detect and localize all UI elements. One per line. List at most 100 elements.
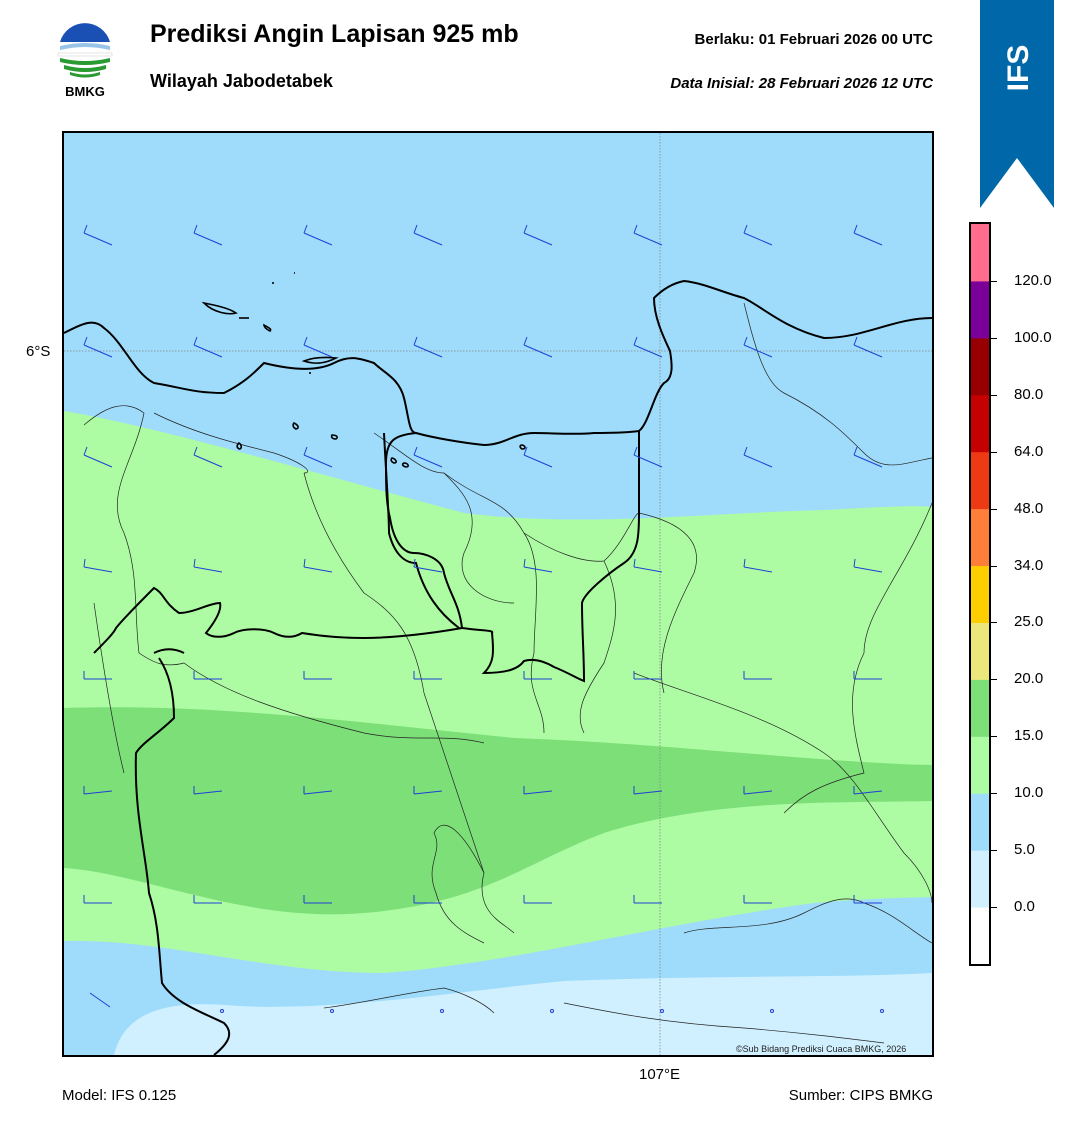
colorbar-tick: [991, 793, 997, 795]
initial-data-label: Data Inisial: 28 Februari 2026 12 UTC: [670, 75, 933, 92]
colorbar-tick-label: 25.0: [1014, 613, 1044, 631]
model-label: Model: IFS 0.125: [62, 1087, 177, 1104]
colorbar-tick: [991, 850, 997, 852]
wind-barb: [83, 895, 112, 904]
colorbar-tick-label: 10.0: [1014, 784, 1044, 802]
wind-barb: [83, 671, 112, 680]
wind-barbs: [83, 224, 884, 1013]
colorbar-segment: [971, 224, 989, 282]
wind-barb: [193, 895, 222, 904]
source-label: Sumber: CIPS BMKG: [788, 1087, 933, 1104]
colorbar-segment: [971, 451, 989, 510]
colorbar-tick: [991, 736, 997, 738]
colorbar-segment: [971, 508, 989, 567]
band-15-20: [64, 707, 932, 915]
colorbar-tick: [991, 565, 997, 567]
wind-barb: [89, 992, 111, 1008]
colorbar-tick-label: 48.0: [1014, 499, 1044, 517]
wind-barb: [303, 336, 333, 358]
wind-barb: [303, 558, 333, 573]
wind-barb: [413, 895, 442, 904]
wind-barb: [193, 336, 223, 358]
wind-map: [62, 131, 934, 1057]
wind-barb: [83, 224, 113, 246]
calm-wind-marker: [880, 1009, 884, 1013]
colorbar-tick: [991, 280, 997, 282]
wind-barb: [853, 786, 883, 795]
valid-time-label: Berlaku: 01 Februari 2026 00 UTC: [694, 31, 933, 48]
longitude-label: 107°E: [639, 1066, 681, 1083]
colorbar-segment: [971, 394, 989, 453]
wind-barb: [83, 446, 113, 468]
wind-barb: [523, 336, 553, 358]
wind-barb: [523, 786, 553, 795]
wind-barb: [413, 558, 443, 573]
wind-barb: [303, 224, 333, 246]
colorbar-tick-label: 15.0: [1014, 727, 1044, 745]
wind-barb: [633, 786, 663, 795]
wind-barb: [743, 446, 773, 468]
colorbar-segment: [971, 736, 989, 794]
calm-wind-marker: [330, 1009, 334, 1013]
coastline: [64, 279, 932, 1055]
wind-barb: [303, 446, 333, 468]
colorbar-segment: [971, 850, 989, 908]
wind-barb: [853, 671, 882, 680]
colorbar-tick-label: 34.0: [1014, 556, 1044, 574]
wind-barb: [633, 671, 662, 680]
wind-barb: [193, 446, 223, 468]
calm-wind-marker: [770, 1009, 774, 1013]
district-boundaries: [83, 302, 932, 1044]
logo-text: BMKG: [65, 84, 105, 99]
wind-barb: [193, 671, 222, 680]
wind-barb: [743, 671, 772, 680]
colorbar-tick-label: 80.0: [1014, 385, 1044, 403]
wind-barb: [523, 446, 553, 468]
wind-barb: [633, 446, 663, 468]
wind-barb: [853, 446, 883, 468]
wind-barb: [83, 336, 113, 358]
colorbar-tick-label: 120.0: [1014, 271, 1052, 289]
wind-barb: [743, 558, 773, 573]
wind-barb: [523, 671, 552, 680]
model-badge: IFS: [1002, 45, 1035, 92]
colorbar-tick: [991, 508, 997, 510]
colorbar-tick: [991, 679, 997, 681]
bmkg-logo: [52, 20, 118, 102]
region-subtitle: Wilayah Jabodetabek: [150, 71, 333, 91]
calm-wind-marker: [550, 1009, 554, 1013]
wind-barb: [413, 786, 443, 795]
calm-wind-marker: [220, 1009, 224, 1013]
wind-barb: [633, 224, 663, 246]
wind-barb: [633, 336, 663, 358]
calm-wind-marker: [660, 1009, 664, 1013]
map-credit: ©Sub Bidang Prediksi Cuaca BMKG, 2026: [736, 1044, 907, 1054]
latitude-label: 6°S: [26, 343, 51, 360]
colorbar-tick-label: 100.0: [1014, 328, 1052, 346]
calm-wind-marker: [440, 1009, 444, 1013]
wind-barb: [193, 786, 223, 795]
colorbar-segment: [971, 679, 989, 737]
colorbar: [969, 222, 991, 966]
wind-barb: [303, 895, 332, 904]
wind-barb: [523, 895, 552, 904]
thousand-islands: [201, 272, 526, 468]
wind-barb: [743, 224, 773, 246]
wind-barb: [853, 336, 883, 358]
wind-barb: [633, 895, 662, 904]
wind-barb: [743, 895, 772, 904]
wind-barb: [193, 558, 223, 573]
wind-barb: [523, 224, 553, 246]
wind-barb: [523, 558, 553, 573]
colorbar-tick-label: 64.0: [1014, 442, 1044, 460]
colorbar-segment: [971, 907, 989, 965]
wind-barb: [853, 224, 883, 246]
wind-barb: [413, 224, 443, 246]
page-title: Prediksi Angin Lapisan 925 mb: [150, 20, 519, 48]
colorbar-tick-label: 0.0: [1014, 898, 1035, 916]
colorbar-segment: [971, 793, 989, 851]
wind-barb: [193, 224, 223, 246]
wind-barb: [743, 336, 773, 358]
wind-barb: [853, 558, 883, 573]
wind-barb: [83, 786, 113, 795]
